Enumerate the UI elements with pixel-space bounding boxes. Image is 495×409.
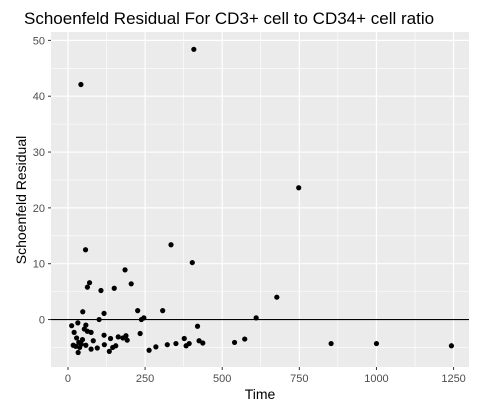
data-point <box>296 185 302 191</box>
data-point <box>98 287 104 294</box>
data-point <box>101 332 107 338</box>
x-axis-ticks: 0 250 500 750 1000 1250 <box>65 367 466 385</box>
x-tick-label: 250 <box>136 373 154 385</box>
data-point <box>231 339 238 346</box>
data-point <box>83 342 89 348</box>
y-tick-label: 20 <box>33 203 45 215</box>
data-point <box>80 309 86 315</box>
data-point <box>82 247 89 253</box>
y-tick-label: 0 <box>39 315 45 327</box>
x-tick-label: 1000 <box>364 373 388 385</box>
data-point <box>122 267 128 273</box>
data-point <box>74 335 80 341</box>
data-point <box>84 284 91 290</box>
data-point <box>101 310 107 316</box>
data-point <box>86 280 93 286</box>
data-point <box>373 340 380 347</box>
chart-title: Schoenfeld Residual For CD3+ cell to CD3… <box>24 9 434 28</box>
data-point <box>183 343 189 349</box>
data-point <box>90 338 96 344</box>
x-tick-label: 0 <box>65 373 71 385</box>
y-axis-ticks: 0 10 20 30 40 50 <box>33 35 51 327</box>
data-point <box>83 322 89 328</box>
data-point <box>253 315 259 321</box>
data-point <box>75 320 81 326</box>
data-point <box>128 281 134 287</box>
data-point <box>110 344 116 351</box>
data-point <box>173 340 179 347</box>
data-point <box>124 337 130 343</box>
data-point <box>88 329 94 335</box>
data-point <box>191 46 197 52</box>
x-tick-label: 500 <box>213 373 231 385</box>
plot-panel <box>51 32 469 367</box>
x-tick-label: 750 <box>290 373 308 385</box>
y-tick-label: 30 <box>33 147 45 159</box>
data-point <box>137 330 143 337</box>
data-point <box>146 347 152 353</box>
data-point <box>79 337 86 343</box>
data-point <box>189 259 195 266</box>
data-point <box>168 242 174 248</box>
data-point <box>115 334 121 340</box>
y-tick-label: 40 <box>33 91 45 103</box>
data-point <box>73 343 79 349</box>
data-point <box>106 348 112 354</box>
data-point <box>75 349 81 356</box>
data-point <box>328 340 334 347</box>
data-point <box>135 308 141 314</box>
data-point <box>123 333 129 339</box>
data-point <box>274 294 280 300</box>
data-point <box>448 343 455 349</box>
data-point <box>107 335 114 342</box>
x-axis-title: Time <box>245 386 276 402</box>
data-points <box>69 46 455 356</box>
y-axis-title: Schoenfeld Residual <box>13 136 29 264</box>
gridlines <box>51 32 469 367</box>
data-point <box>138 316 144 323</box>
data-point <box>101 342 107 348</box>
data-point <box>71 329 77 335</box>
data-point <box>181 335 187 342</box>
data-point <box>77 344 83 351</box>
data-point <box>88 346 94 352</box>
data-point <box>153 344 159 350</box>
y-tick-label: 10 <box>33 259 45 271</box>
data-point <box>69 323 75 329</box>
data-point <box>160 308 166 314</box>
data-point <box>96 316 102 323</box>
x-tick-label: 1250 <box>441 373 465 385</box>
data-point <box>194 323 201 329</box>
data-point <box>164 342 170 348</box>
data-point <box>242 336 248 342</box>
y-tick-label: 50 <box>33 35 45 47</box>
data-point <box>78 81 84 88</box>
data-point <box>94 345 100 351</box>
data-point <box>200 340 206 346</box>
data-point <box>111 285 117 291</box>
